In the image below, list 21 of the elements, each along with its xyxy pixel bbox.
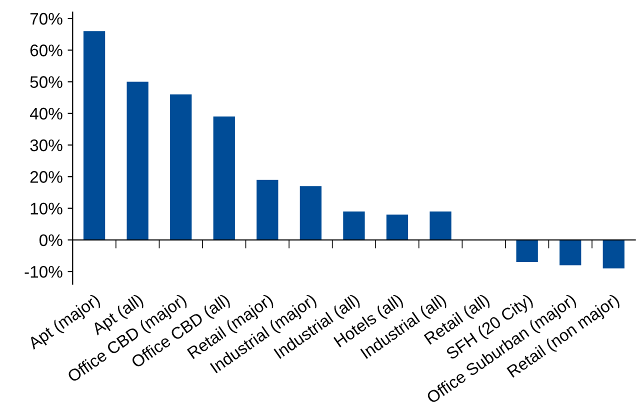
bar <box>170 94 192 240</box>
bar <box>213 116 235 240</box>
y-tick-label: 10% <box>30 202 62 214</box>
y-tick-label: 0% <box>40 234 62 246</box>
bar <box>430 211 452 240</box>
y-tick-label: 20% <box>30 171 62 183</box>
bar <box>516 240 538 262</box>
bar <box>386 214 408 240</box>
y-tick-label: 50% <box>30 76 62 88</box>
y-tick-label: 40% <box>30 108 62 120</box>
bar <box>300 186 322 240</box>
y-tick-label: 70% <box>30 12 62 25</box>
bar <box>256 180 278 240</box>
y-tick-label: -10% <box>24 266 62 278</box>
bar <box>602 240 624 268</box>
y-tick-label: 30% <box>30 139 62 152</box>
bar <box>83 31 106 240</box>
bar <box>343 211 365 240</box>
bar <box>126 82 148 240</box>
bar <box>560 240 582 266</box>
y-tick-label: 60% <box>30 44 62 56</box>
